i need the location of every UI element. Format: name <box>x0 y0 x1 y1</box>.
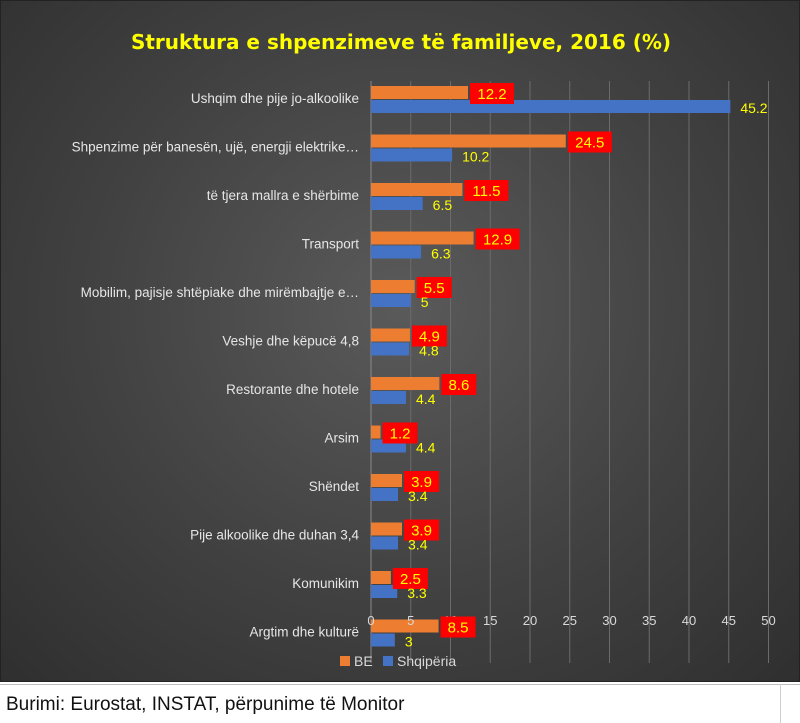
bar-shqiperia <box>371 294 411 307</box>
legend-label-shqiperia: Shqipëria <box>397 653 456 669</box>
data-label-shqiperia: 6.5 <box>433 197 453 213</box>
data-label-be: 8.5 <box>448 620 469 637</box>
bar-be <box>371 377 440 390</box>
category-label: Mobilim, pajisje shtëpiake dhe mirëmbajt… <box>81 285 359 300</box>
x-tick-label: 50 <box>761 613 775 628</box>
sheet-gridline <box>780 684 781 723</box>
x-tick-label: 35 <box>642 613 656 628</box>
category-label: Shpenzime për banesën, ujë, energji elek… <box>72 140 359 155</box>
category-label: Transport <box>302 237 360 252</box>
chart-svg: Struktura e shpenzimeve të familjeve, 20… <box>72 30 776 669</box>
data-label-be: 12.9 <box>483 232 512 249</box>
category-labels: Ushqim dhe pije jo-alkoolike Shpenzime pë… <box>72 91 360 640</box>
data-label-box-be <box>469 83 514 104</box>
grid-layer <box>370 81 769 663</box>
bar-shqiperia <box>371 585 398 598</box>
category-label: Pije alkoolike dhe duhan 3,4 <box>190 528 359 543</box>
bar-layer <box>371 86 731 647</box>
bar-be <box>371 328 410 342</box>
bar-be <box>371 571 391 584</box>
legend-label-be: BE <box>354 653 373 669</box>
category-label: Komunikim <box>292 576 359 591</box>
data-label-shqiperia: 3.3 <box>407 585 427 601</box>
data-label-box-be <box>441 374 477 395</box>
x-tick-label: 5 <box>407 613 414 628</box>
chart-area: Struktura e shpenzimeve të familjeve, 20… <box>0 0 800 682</box>
x-tick-label: 0 <box>367 613 374 628</box>
data-label-shqiperia: 4.8 <box>419 343 439 359</box>
bar-shqiperia <box>371 197 423 210</box>
data-label-shqiperia: 4.4 <box>416 440 436 456</box>
category-label: Restorante dhe hotele <box>226 382 359 397</box>
bar-be <box>371 183 463 196</box>
data-label-be: 5.5 <box>424 280 445 297</box>
data-label-shqiperia: 4.4 <box>416 391 436 407</box>
data-label-box-be <box>404 519 440 541</box>
data-label-be: 3.9 <box>411 523 432 540</box>
bar-shqiperia <box>371 633 395 647</box>
bar-shqiperia <box>371 100 731 113</box>
category-label: Veshje dhe këpucë 4,8 <box>222 334 359 349</box>
category-label: Arsim <box>325 431 360 446</box>
data-label-shqiperia: 3 <box>405 634 413 650</box>
category-label: Shëndet <box>309 479 360 494</box>
legend: BE Shqipëria <box>340 653 456 669</box>
data-labels: 12.245.224.510.211.56.512.96.35.554.94.8… <box>382 83 768 650</box>
data-label-shqiperia: 3.4 <box>408 488 428 504</box>
data-label-shqiperia: 6.3 <box>431 246 451 262</box>
bar-shqiperia <box>371 342 410 356</box>
source-note: Burimi: Eurostat, INSTAT, përpunime të M… <box>6 694 405 715</box>
data-label-box-be <box>464 180 509 201</box>
bar-be <box>371 474 403 487</box>
legend-swatch-be <box>340 656 350 666</box>
bar-shqiperia <box>371 488 399 501</box>
bar-be <box>371 522 403 536</box>
data-label-box-be <box>404 471 440 492</box>
data-label-be: 2.5 <box>400 571 421 588</box>
data-label-be: 1.2 <box>390 426 411 443</box>
x-tick-label: 20 <box>523 613 537 628</box>
bar-shqiperia <box>371 245 422 259</box>
x-tick-label: 15 <box>483 613 497 628</box>
data-label-box-be <box>382 422 418 444</box>
data-label-be: 24.5 <box>575 135 604 152</box>
data-label-be: 12.2 <box>477 86 506 103</box>
bar-shqiperia <box>371 148 453 162</box>
bar-shqiperia <box>371 536 399 550</box>
bar-shqiperia <box>371 391 406 404</box>
data-label-box-be <box>392 568 428 589</box>
category-label: Ushqim dhe pije jo-alkoolike <box>191 91 359 106</box>
category-label: Argtim dhe kulturë <box>249 625 359 640</box>
bar-be <box>371 619 439 633</box>
data-label-shqiperia: 5 <box>421 294 429 310</box>
x-tick-label: 40 <box>682 613 696 628</box>
data-label-be: 8.6 <box>448 377 469 394</box>
data-label-shqiperia: 45.2 <box>740 100 767 116</box>
data-label-box-be <box>416 277 452 298</box>
legend-swatch-shqiperia <box>383 656 393 666</box>
data-label-box-be <box>475 228 520 250</box>
category-label: të tjera mallra e shërbime <box>207 188 359 203</box>
bar-be <box>371 231 474 245</box>
source-bar: Burimi: Eurostat, INSTAT, përpunime të M… <box>0 684 800 723</box>
data-label-shqiperia: 10.2 <box>462 149 489 165</box>
data-label-box-be <box>411 325 447 347</box>
bar-be <box>371 86 468 99</box>
data-label-shqiperia: 3.4 <box>408 537 428 553</box>
x-tick-label: 45 <box>722 613 736 628</box>
data-label-box-be <box>567 131 612 153</box>
bar-be <box>371 280 415 293</box>
x-tick-label: 30 <box>602 613 616 628</box>
data-label-be: 3.9 <box>411 474 432 491</box>
data-label-be: 4.9 <box>419 329 440 346</box>
bar-be <box>371 425 381 439</box>
data-label-box-be <box>440 616 476 638</box>
data-label-be: 11.5 <box>472 183 500 200</box>
x-tick-label: 25 <box>563 613 577 628</box>
bar-be <box>371 134 566 148</box>
chart-title: Struktura e shpenzimeve të familjeve, 20… <box>131 30 671 54</box>
